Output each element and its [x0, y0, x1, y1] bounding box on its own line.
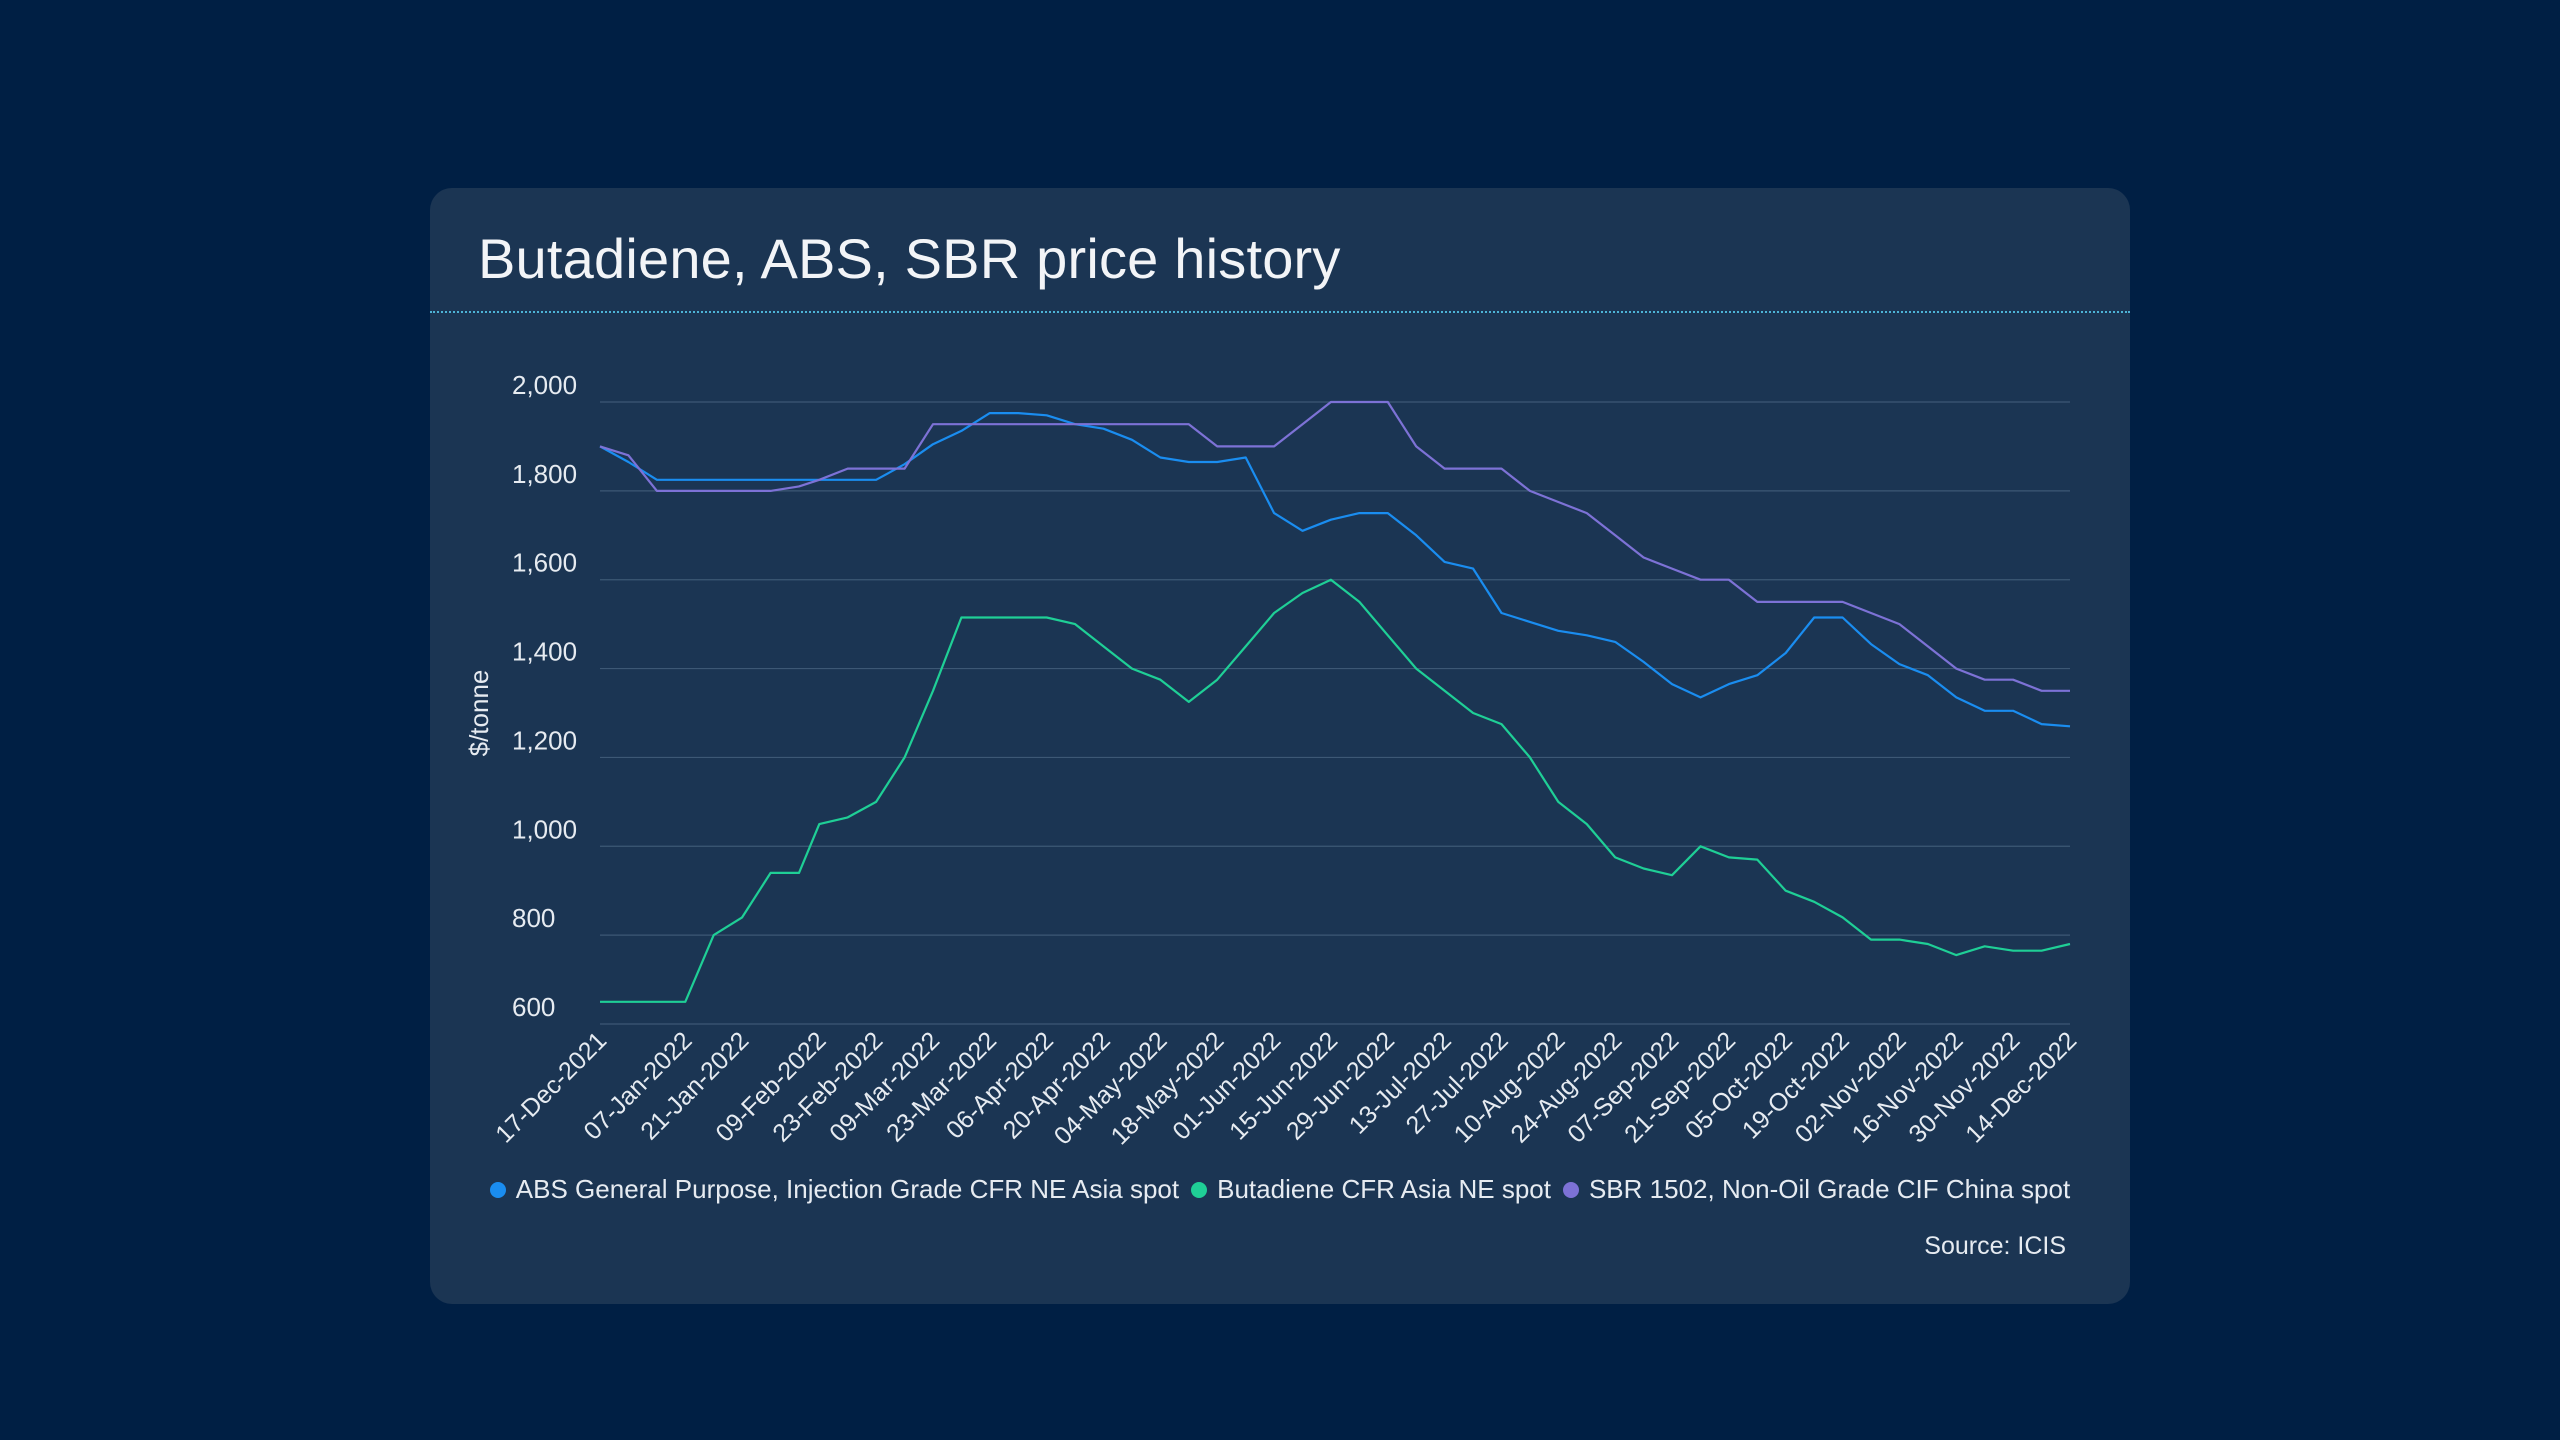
legend-swatch-sbr — [1562, 1181, 1579, 1198]
legend-label-butadiene: Butadiene CFR Asia NE spot — [1217, 1174, 1551, 1204]
y-tick-label: 1,000 — [512, 814, 577, 844]
line-chart: 600 800 1,000 1,200 1,400 1,600 1,800 2,000 $/to… — [464, 370, 2082, 1150]
series-line-sbr — [599, 400, 2070, 692]
legend-label-sbr: SBR 1502, Non-Oil Grade CIF China spot — [1588, 1174, 2071, 1204]
series-line-butadiene — [600, 578, 2071, 1003]
title-divider — [430, 311, 2130, 313]
legend-item-sbr: SBR 1502, Non-Oil Grade CIF China spot — [1562, 1174, 2071, 1205]
chart-card: Butadiene, ABS, SBR price history 600 800… — [430, 188, 2130, 1304]
y-tick-label: 1,200 — [512, 725, 577, 755]
legend-label-abs: ABS General Purpose, Injection Grade CFR… — [515, 1174, 1180, 1204]
y-tick-label: 800 — [512, 903, 555, 933]
legend-swatch-butadiene — [1191, 1181, 1208, 1198]
chart-legend: ABS General Purpose, Injection Grade CFR… — [430, 1174, 2130, 1205]
y-axis-label: $/tonne — [464, 670, 494, 757]
series-line-abs — [599, 412, 2071, 728]
source-note: Source: ICIS — [1924, 1232, 2066, 1260]
y-tick-label: 1,600 — [512, 548, 577, 578]
y-tick-label: 1,800 — [512, 459, 577, 489]
legend-swatch-abs — [489, 1181, 506, 1198]
y-tick-label: 2,000 — [512, 370, 577, 400]
y-tick-label: 600 — [512, 992, 555, 1022]
legend-item-abs: ABS General Purpose, Injection Grade CFR… — [489, 1174, 1180, 1205]
y-tick-label: 1,400 — [512, 637, 577, 667]
legend-item-butadiene: Butadiene CFR Asia NE spot — [1191, 1174, 1551, 1205]
chart-title: Butadiene, ABS, SBR price history — [478, 227, 1341, 290]
